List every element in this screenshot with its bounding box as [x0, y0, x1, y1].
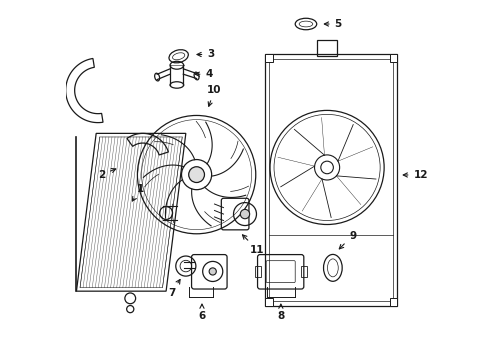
Circle shape	[209, 268, 216, 275]
Bar	[265, 54, 272, 62]
Bar	[265, 298, 272, 306]
Text: 12: 12	[403, 170, 428, 180]
Bar	[255, 266, 261, 277]
Text: 7: 7	[168, 279, 180, 298]
Text: 11: 11	[243, 235, 265, 255]
Text: 1: 1	[132, 184, 144, 201]
Circle shape	[189, 167, 204, 183]
Text: 5: 5	[324, 19, 342, 29]
Text: 8: 8	[277, 304, 285, 321]
Text: 3: 3	[197, 49, 215, 59]
Bar	[317, 40, 337, 56]
Bar	[265, 54, 397, 306]
Bar	[390, 298, 397, 306]
Bar	[269, 59, 393, 301]
Text: 4: 4	[195, 69, 213, 79]
Text: 9: 9	[339, 231, 356, 249]
Circle shape	[240, 210, 250, 219]
Text: 6: 6	[198, 304, 206, 321]
Text: 10: 10	[207, 85, 222, 106]
Bar	[301, 266, 307, 277]
Text: 2: 2	[0, 359, 1, 360]
Text: 2: 2	[98, 168, 116, 180]
Bar	[390, 54, 397, 62]
